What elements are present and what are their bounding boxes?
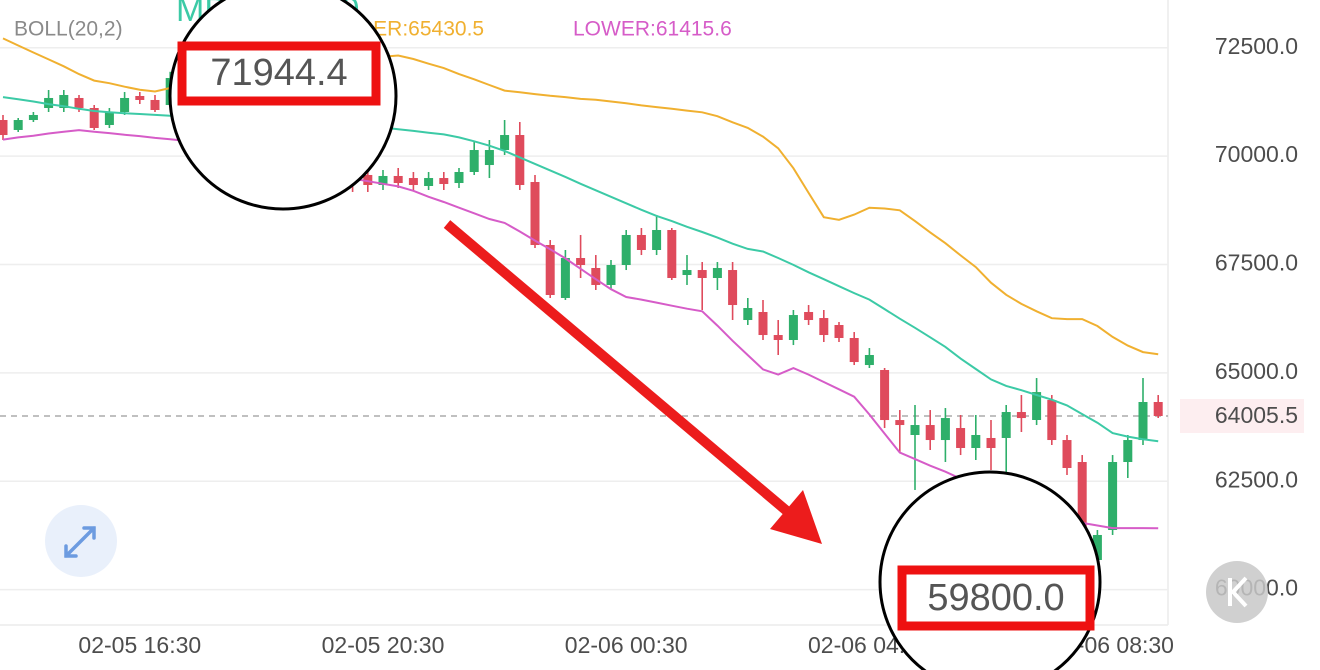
candle-body — [591, 267, 601, 285]
candle-body — [363, 174, 373, 186]
candle-body — [1123, 440, 1133, 463]
last-price-bg — [1180, 398, 1304, 433]
y-tick-label: 65000.0 — [1215, 358, 1298, 384]
candle-body — [728, 270, 738, 306]
arrow-head — [770, 490, 822, 544]
candle-body — [986, 437, 996, 449]
annotation-arrow — [443, 220, 822, 544]
candle-body — [500, 135, 510, 151]
candle-body — [560, 258, 570, 298]
candle-body — [1032, 392, 1042, 420]
expand-icon[interactable] — [64, 526, 96, 558]
candle-body — [59, 94, 69, 109]
candle-body — [13, 120, 23, 130]
kline-icon[interactable] — [1228, 576, 1248, 608]
candle-body — [971, 434, 981, 449]
grid: 60000.062500.065000.067500.070000.072500… — [0, 0, 1304, 658]
candle-body — [910, 425, 920, 435]
candle-body — [606, 264, 616, 285]
candle-body — [880, 370, 890, 421]
candle-body — [545, 245, 555, 295]
candle-body — [104, 111, 114, 125]
candle-body — [652, 230, 662, 250]
candle-body — [621, 234, 631, 265]
candle-body — [454, 171, 464, 184]
callout-text: 59800.0 — [927, 577, 1064, 619]
candle-body — [89, 108, 99, 128]
candle-body — [773, 335, 783, 341]
candle-body — [469, 150, 479, 172]
candle-body — [44, 97, 54, 109]
x-tick-label: 02-05 20:30 — [322, 632, 445, 658]
candle-body — [682, 270, 692, 276]
legend-entry: LOWER:61415.6 — [573, 18, 732, 41]
kline-button[interactable] — [1206, 561, 1268, 623]
candle-body — [530, 182, 540, 246]
candle-body — [393, 175, 403, 184]
candle-body — [515, 135, 525, 186]
x-tick-label: 02-05 16:30 — [78, 632, 201, 658]
candle-body — [1062, 440, 1072, 468]
candle-body — [940, 418, 950, 441]
candle-body — [135, 95, 145, 100]
candle-body — [28, 114, 38, 121]
candle-body — [758, 311, 768, 336]
kline-button-bg[interactable] — [1206, 561, 1268, 623]
candle-body — [0, 120, 8, 136]
candle-body — [1001, 412, 1011, 438]
candle-body — [636, 234, 646, 250]
candle-body — [74, 97, 84, 109]
candle-body — [712, 267, 722, 279]
y-tick-label: 62500.0 — [1215, 466, 1298, 492]
callout-low: 59800.0 — [878, 470, 1102, 670]
candle-body — [120, 97, 130, 112]
candle-body — [1047, 400, 1057, 441]
candle-body — [1153, 402, 1163, 416]
candle-body — [484, 150, 494, 166]
candle-body — [408, 178, 418, 186]
candle-body — [864, 355, 874, 366]
arrow-shaft — [443, 220, 792, 516]
band-line — [2, 129, 1159, 530]
last-price-label: 64005.5 — [1215, 402, 1298, 428]
candle-body — [150, 99, 160, 110]
expand-button[interactable] — [45, 505, 117, 577]
x-tick-label: 02-06 00:30 — [565, 632, 688, 658]
candle-body — [895, 420, 905, 426]
candle-body — [956, 428, 966, 449]
callout-box — [897, 565, 1095, 631]
candle-body — [576, 258, 586, 265]
callout-text: 71944.4 — [210, 52, 347, 94]
candle-body — [1077, 462, 1087, 530]
candle-body — [819, 318, 829, 336]
candle-body — [439, 178, 449, 185]
y-tick-label: 70000.0 — [1215, 141, 1298, 167]
callout-box — [177, 41, 381, 106]
candle-body — [378, 175, 388, 186]
candle-body — [849, 338, 859, 363]
y-tick-label: 72500.0 — [1215, 33, 1298, 59]
candle-body — [804, 311, 814, 321]
candle-body — [1016, 412, 1026, 419]
candle-body — [1108, 462, 1118, 530]
candle-body — [667, 230, 677, 279]
candle-body — [834, 325, 844, 339]
candle-body — [925, 425, 935, 441]
callout-high: 71944.4 — [168, 0, 398, 211]
candle-body — [788, 315, 798, 341]
candle-body — [1092, 534, 1102, 560]
candle-body — [743, 308, 753, 321]
indicator-label: BOLL(20,2) — [14, 18, 123, 41]
y-tick-label: 67500.0 — [1215, 250, 1298, 276]
candle-body — [424, 178, 434, 186]
candle-body — [697, 270, 707, 279]
candle-body — [1138, 402, 1148, 441]
